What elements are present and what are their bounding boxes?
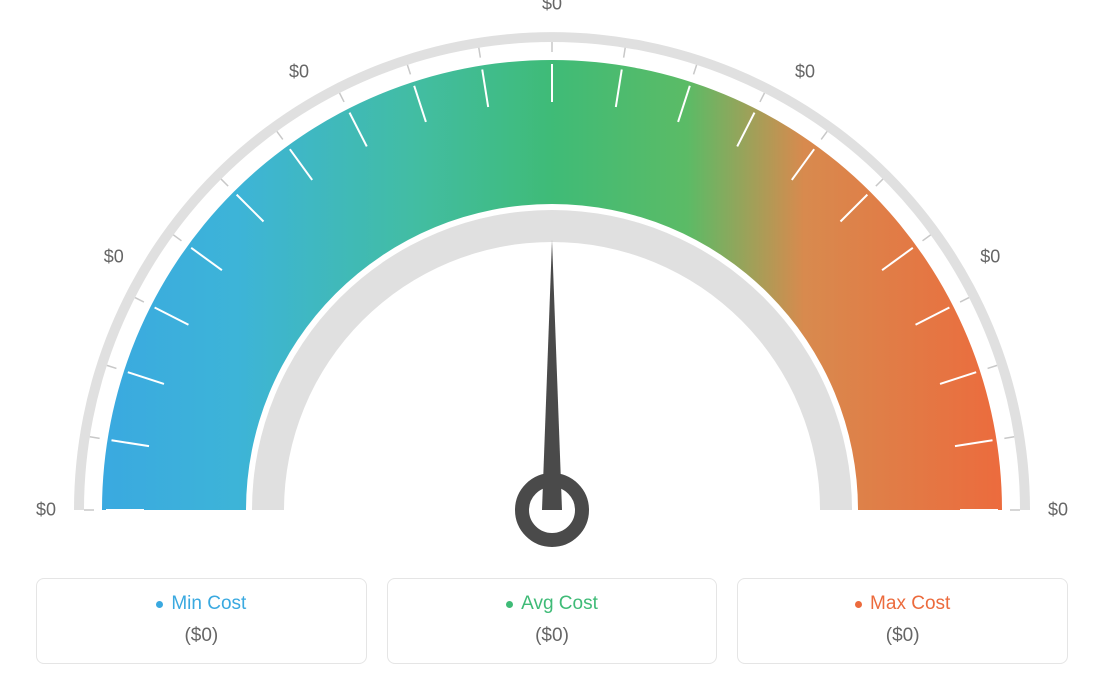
legend-label-avg: Avg Cost [506, 593, 598, 615]
legend-text-avg: Avg Cost [521, 593, 598, 615]
gauge-tick-label: $0 [289, 61, 309, 82]
legend-dot-min [156, 601, 163, 608]
gauge-chart-container: $0 $0 $0 $0 $0 $0 $0 Min Cost ($0) Avg Cost ($… [0, 0, 1104, 690]
legend-box-max: Max Cost ($0) [737, 578, 1068, 664]
legend-value-min: ($0) [37, 625, 366, 647]
gauge-tick-label: $0 [36, 500, 56, 521]
gauge-tick-label: $0 [542, 0, 562, 15]
legend-row: Min Cost ($0) Avg Cost ($0) Max Cost ($0… [36, 578, 1068, 664]
gauge-tick-label: $0 [795, 61, 815, 82]
legend-label-max: Max Cost [855, 593, 950, 615]
legend-value-max: ($0) [738, 625, 1067, 647]
gauge-area: $0 $0 $0 $0 $0 $0 $0 [0, 0, 1104, 560]
legend-value-avg: ($0) [388, 625, 717, 647]
legend-box-min: Min Cost ($0) [36, 578, 367, 664]
gauge-tick-label: $0 [980, 247, 1000, 268]
legend-text-max: Max Cost [870, 593, 950, 615]
legend-dot-max [855, 601, 862, 608]
gauge-svg [0, 0, 1104, 560]
legend-dot-avg [506, 601, 513, 608]
gauge-tick-label: $0 [104, 247, 124, 268]
legend-box-avg: Avg Cost ($0) [387, 578, 718, 664]
legend-label-min: Min Cost [156, 593, 246, 615]
gauge-tick-label: $0 [1048, 500, 1068, 521]
legend-text-min: Min Cost [171, 593, 246, 615]
